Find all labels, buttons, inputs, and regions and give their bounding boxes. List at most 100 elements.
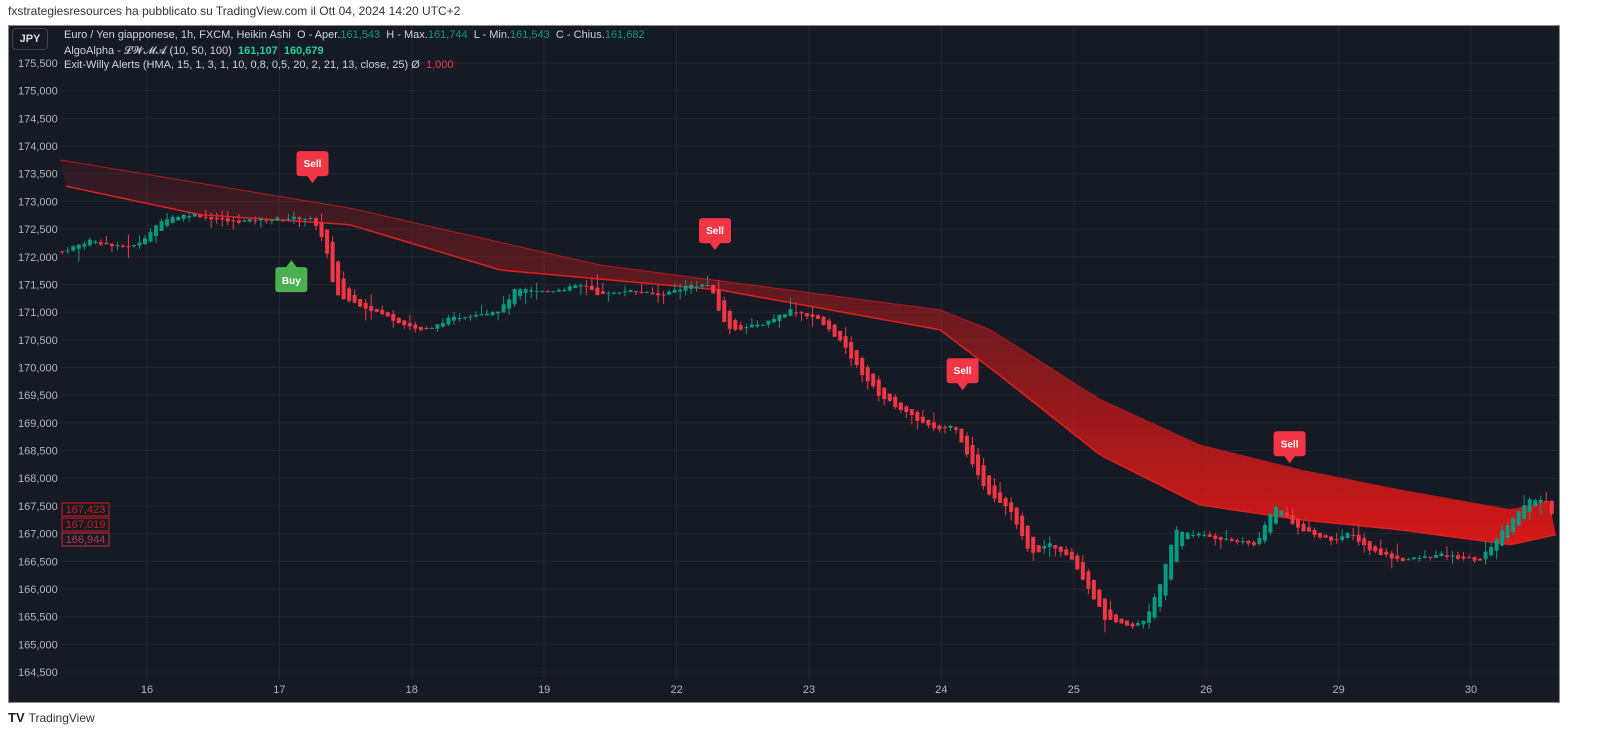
y-tick-label: 165,000 (18, 639, 58, 651)
candle-body (799, 312, 804, 314)
candle-body (1279, 510, 1284, 516)
candle-body (600, 291, 605, 294)
candle-body (1400, 557, 1405, 562)
candle-body (1362, 538, 1367, 545)
exit-legend[interactable]: Exit-Willy Alerts (HMA, 15, 1, 3, 1, 10,… (64, 59, 453, 71)
candle-body (209, 217, 214, 220)
price-label-box (61, 517, 110, 532)
candle-body (1246, 540, 1251, 544)
candle-body (578, 285, 583, 287)
candle-body (964, 435, 969, 455)
candle-body (501, 304, 506, 313)
exit-value: 1,000 (425, 59, 454, 71)
candle-body (1119, 618, 1124, 624)
sell-signal-box (698, 218, 731, 244)
candle-body (805, 313, 810, 317)
candle-body (1180, 531, 1185, 547)
candle-body (109, 243, 114, 247)
x-tick-label: 22 (670, 684, 682, 696)
candle-body (1439, 553, 1444, 557)
candle-body (1340, 536, 1345, 540)
candle-body (887, 393, 892, 401)
candle-body (1500, 530, 1505, 546)
candle-body (1213, 535, 1218, 539)
candle-body (992, 485, 997, 499)
candle-body (429, 327, 434, 329)
candle-body (341, 278, 346, 300)
candle-body (771, 318, 776, 323)
candle-body (1461, 556, 1466, 559)
candle-body (970, 444, 975, 465)
candle-body (667, 291, 672, 295)
candle-body (749, 324, 754, 328)
candle-body (1301, 523, 1306, 532)
candle-body (760, 324, 765, 326)
sell-arrow-icon (306, 175, 319, 184)
candle-body (1064, 549, 1069, 555)
price-label-box (61, 532, 110, 547)
candle-body (457, 318, 462, 320)
candle-body (1417, 557, 1422, 559)
price-label: 167,019 (66, 519, 106, 531)
candle-body (253, 220, 258, 222)
candle-body (1202, 534, 1207, 536)
chart-panel[interactable] (8, 25, 1560, 703)
candle-body (1229, 539, 1234, 541)
candle-body (793, 312, 798, 314)
algo-legend[interactable]: AlgoAlpha - 𝓛𝓦𝓜𝓐 (10, 50, 100) 161,107 1… (64, 45, 324, 58)
candle-body (93, 241, 98, 243)
candle-body (689, 284, 694, 289)
candle-body (60, 251, 65, 253)
candle-body (849, 342, 854, 359)
candle-body (981, 465, 986, 487)
y-tick-label: 165,500 (18, 612, 58, 624)
close-value: 161,682 (604, 29, 645, 41)
candle-body (1102, 598, 1107, 620)
candle-body (269, 219, 274, 221)
candle-body (1257, 537, 1262, 544)
candle-body (148, 231, 153, 242)
candle-body (656, 293, 661, 296)
tradingview-logo[interactable]: TV TradingView (8, 710, 95, 725)
candle-body (1042, 546, 1047, 549)
candle-body (65, 250, 70, 252)
candle-body (1544, 500, 1549, 502)
algo-value-1: 161,107 (237, 45, 278, 57)
candle-body (1130, 623, 1135, 627)
exit-title: Exit-Willy Alerts (HMA, 15, 1, 3, 1, 10,… (64, 59, 420, 71)
candle-body (518, 289, 523, 297)
candle-body (198, 215, 203, 218)
y-tick-label: 171,000 (18, 307, 58, 319)
y-tick-label: 171,500 (18, 279, 58, 291)
candle-body (1290, 515, 1295, 524)
candle-body (1031, 536, 1036, 553)
candle-body (369, 306, 374, 311)
candle-body (76, 244, 81, 249)
open-value: 161,543 (340, 29, 381, 41)
candle-body (358, 299, 363, 307)
candle-body (584, 285, 589, 287)
candle-body (203, 216, 208, 218)
candle-body (1433, 555, 1438, 558)
candle-body (1384, 551, 1389, 555)
candle-body (611, 292, 616, 294)
candle-body (418, 326, 423, 330)
y-tick-label: 172,000 (18, 252, 58, 264)
candle-body (1147, 611, 1152, 623)
x-tick-label: 24 (935, 684, 947, 696)
candle-body (247, 219, 252, 222)
open-label: O - Aper. (296, 29, 341, 41)
currency-badge[interactable]: JPY (12, 28, 48, 50)
low-value: 161,543 (510, 29, 550, 41)
symbol-title[interactable]: Euro / Yen giapponese, 1h, FXCM, Heikin … (64, 29, 291, 41)
sell-signal-box (296, 151, 329, 177)
candle-body (810, 314, 815, 317)
candle-body (705, 285, 710, 287)
sell-arrow-icon (956, 382, 969, 391)
candle-body (1014, 507, 1019, 525)
sell-signal-label: Sell (304, 159, 322, 170)
candle-body (573, 285, 578, 288)
candle-body (1527, 499, 1532, 512)
candle-body (1367, 541, 1372, 551)
